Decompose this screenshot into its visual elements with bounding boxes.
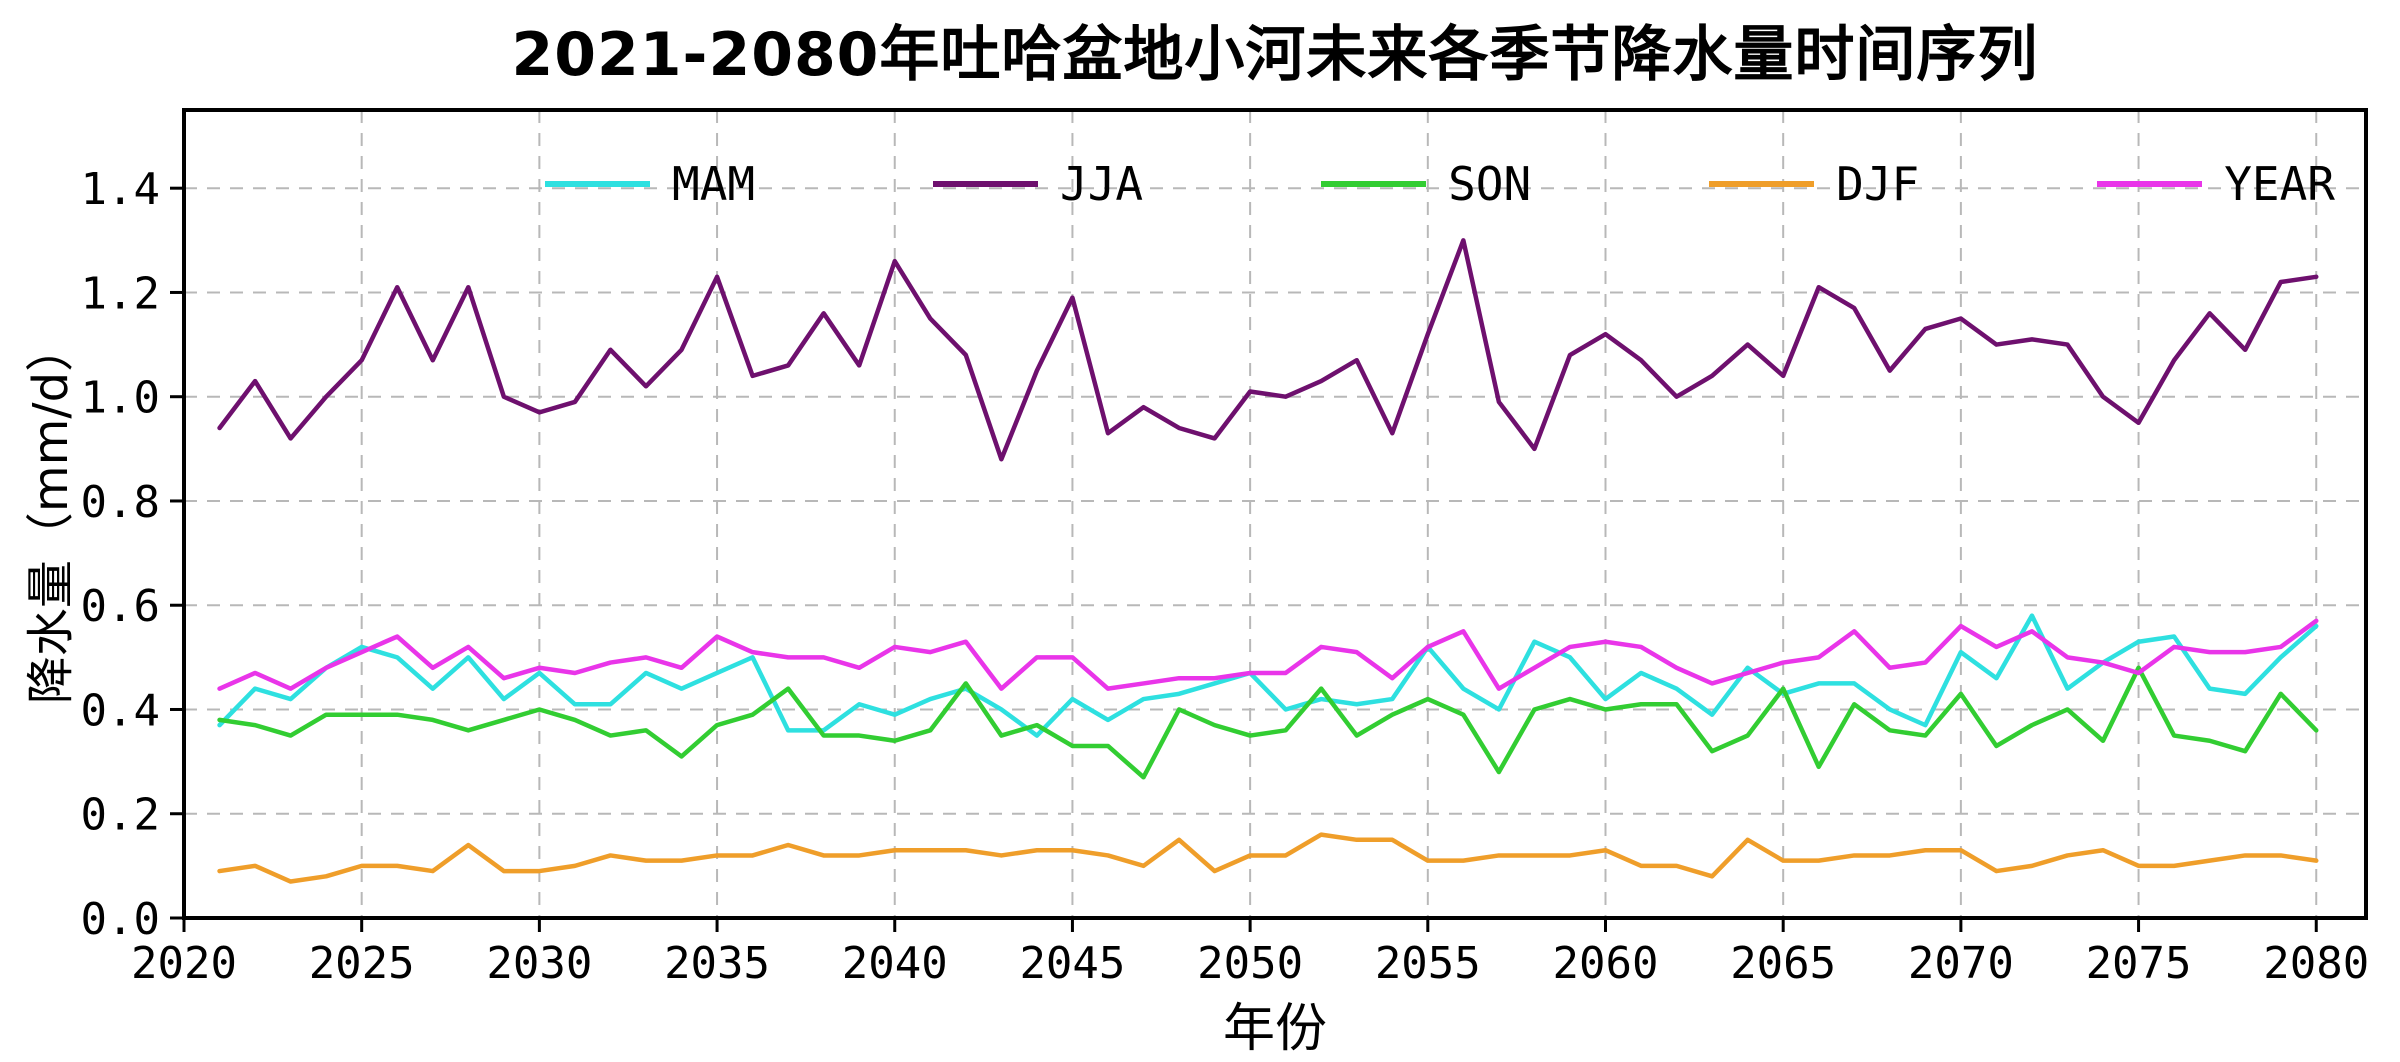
y-tick-label: 0.8: [81, 477, 160, 528]
legend-item-son: SON: [1321, 157, 1531, 211]
x-tick-label: 2035: [664, 938, 770, 989]
series-line-year: [217, 618, 2319, 691]
legend-item-djf: DJF: [1709, 157, 1919, 211]
y-tick-label: 0.2: [81, 790, 160, 841]
legend-label-jja: JJA: [1060, 157, 1144, 211]
x-tick-label: 2055: [1375, 938, 1481, 989]
y-tick-label: 1.2: [81, 268, 160, 319]
x-tick-label: 2025: [309, 938, 415, 989]
x-tick-label: 2065: [1730, 938, 1836, 989]
series-line-mam: [217, 613, 2319, 738]
axes-frame: [182, 108, 2368, 920]
x-tick-label: 2060: [1553, 938, 1659, 989]
legend-line-sample-son: [1321, 181, 1427, 187]
series-line-son: [217, 665, 2319, 780]
legend-label-son: SON: [1448, 157, 1532, 211]
y-tick-label: 0.0: [81, 894, 160, 945]
chart-title: 2021-2080年吐哈盆地小河未来各季节降水量时间序列: [511, 20, 2039, 90]
legend-line-sample-mam: [545, 181, 650, 187]
x-tick-label: 2070: [1908, 938, 2014, 989]
x-tick-label: 2080: [2263, 938, 2369, 989]
y-tick-label: 0.4: [81, 685, 160, 736]
x-tick-label: 2020: [131, 938, 237, 989]
x-tick-label: 2030: [486, 938, 592, 989]
legend-label-year: YEAR: [2224, 157, 2335, 211]
x-axis-label: 年份: [1222, 999, 1327, 1059]
x-tick-label: 2050: [1197, 938, 1303, 989]
x-tick-label: 2075: [2086, 938, 2192, 989]
legend-item-year: YEAR: [2097, 157, 2335, 211]
legend-line-sample-year: [2097, 181, 2203, 187]
legend-label-mam: MAM: [672, 157, 756, 211]
y-tick-label: 1.0: [81, 373, 160, 424]
legend-label-djf: DJF: [1836, 157, 1920, 211]
series-line-jja: [217, 238, 2319, 462]
x-tick-label: 2045: [1019, 938, 1125, 989]
legend: MAM JJA SON DJF YEAR: [545, 152, 2335, 216]
legend-line-sample-djf: [1709, 181, 1815, 187]
x-tick-label: 2040: [842, 938, 948, 989]
legend-line-sample-jja: [933, 181, 1039, 187]
y-tick-label: 1.4: [81, 164, 160, 215]
legend-item-jja: JJA: [933, 157, 1143, 211]
y-tick-label: 0.6: [81, 581, 160, 632]
series-line-djf: [217, 832, 2319, 884]
legend-item-mam: MAM: [545, 157, 755, 211]
